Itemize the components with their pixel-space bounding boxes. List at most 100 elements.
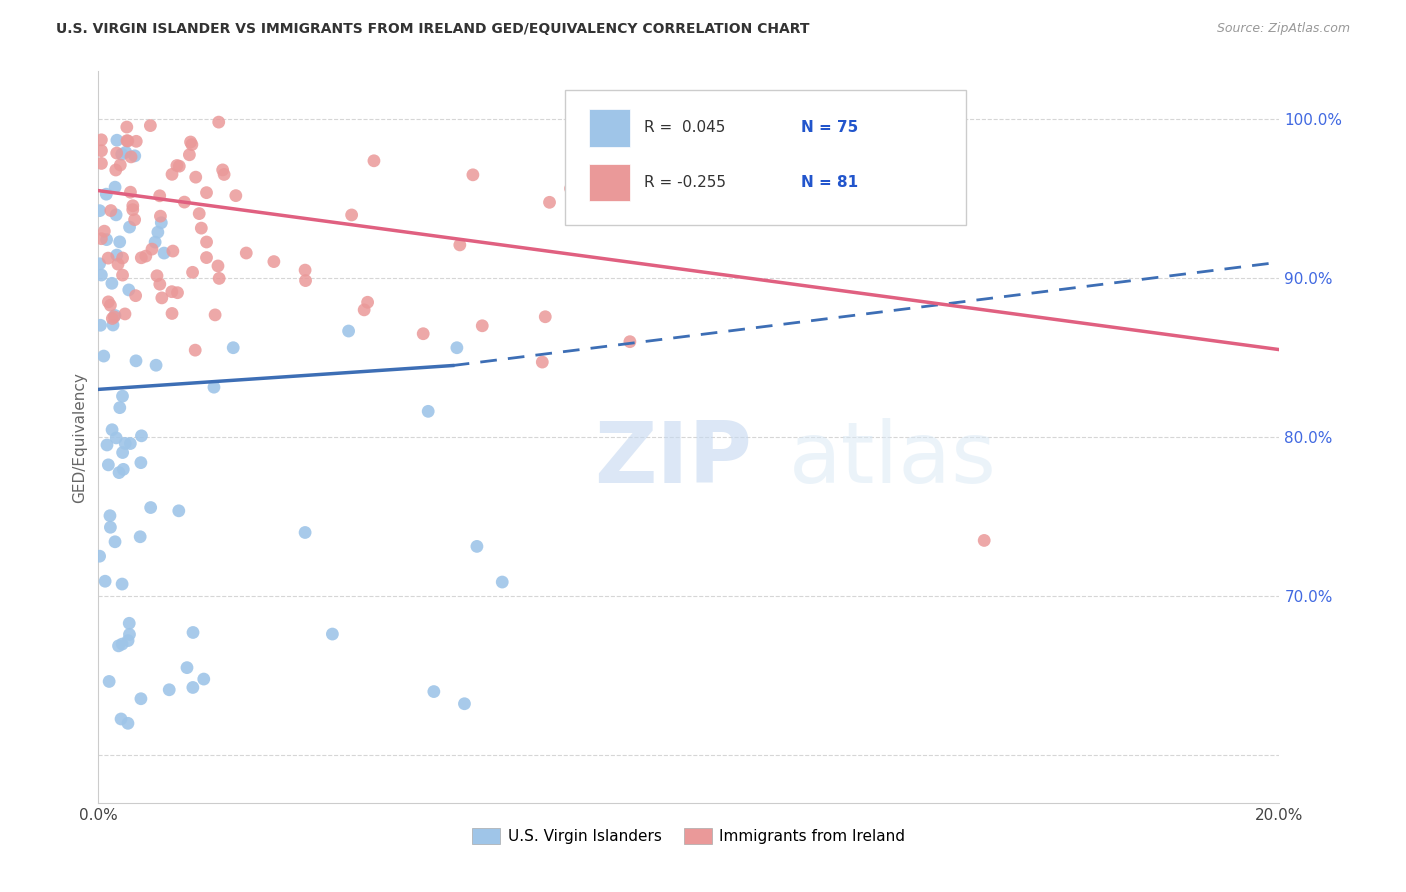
Point bbox=[181, 681, 204, 695]
Point bbox=[97, 458, 120, 472]
Text: atlas: atlas bbox=[789, 417, 997, 500]
Point bbox=[120, 185, 142, 199]
Point bbox=[149, 188, 172, 202]
Point bbox=[208, 271, 231, 285]
Point bbox=[150, 291, 173, 305]
Point bbox=[149, 209, 172, 223]
Text: N = 75: N = 75 bbox=[801, 120, 859, 136]
Point bbox=[195, 251, 218, 265]
Point bbox=[204, 308, 226, 322]
Point bbox=[560, 181, 582, 195]
Point bbox=[89, 549, 111, 564]
Point bbox=[146, 268, 169, 283]
Point bbox=[101, 277, 124, 291]
Point bbox=[111, 268, 134, 282]
Point bbox=[465, 540, 488, 554]
Point bbox=[120, 436, 142, 450]
Point bbox=[98, 674, 121, 689]
FancyBboxPatch shape bbox=[589, 109, 630, 146]
Point bbox=[90, 232, 112, 246]
Point bbox=[169, 159, 191, 173]
Point bbox=[222, 341, 245, 355]
Y-axis label: GED/Equivalency: GED/Equivalency bbox=[72, 372, 87, 502]
Point bbox=[117, 134, 139, 148]
Point bbox=[97, 294, 120, 309]
Point bbox=[108, 235, 131, 249]
Point bbox=[125, 354, 148, 368]
Point bbox=[104, 309, 127, 323]
Point bbox=[180, 135, 202, 149]
Point bbox=[118, 616, 141, 631]
Point bbox=[94, 574, 117, 589]
Point bbox=[111, 445, 134, 459]
Point bbox=[531, 355, 554, 369]
Point bbox=[160, 285, 183, 299]
Point bbox=[149, 277, 172, 292]
Point bbox=[208, 115, 231, 129]
Point bbox=[93, 349, 115, 363]
Point bbox=[121, 202, 143, 217]
Point bbox=[202, 380, 225, 394]
Point bbox=[337, 324, 360, 338]
Text: R = -0.255: R = -0.255 bbox=[644, 175, 725, 190]
Point bbox=[129, 251, 152, 265]
Point bbox=[103, 310, 125, 324]
Point bbox=[294, 525, 316, 540]
Point bbox=[118, 220, 141, 235]
Point bbox=[90, 156, 112, 170]
Point bbox=[112, 462, 135, 476]
Point bbox=[105, 208, 128, 222]
Point bbox=[263, 254, 285, 268]
Point bbox=[135, 249, 157, 263]
Point bbox=[225, 188, 247, 202]
Point bbox=[534, 310, 557, 324]
Point bbox=[98, 508, 121, 523]
Point bbox=[89, 318, 111, 333]
Point bbox=[139, 119, 162, 133]
Point bbox=[105, 133, 128, 147]
Point bbox=[157, 682, 180, 697]
Point bbox=[207, 259, 229, 273]
Point bbox=[145, 358, 167, 372]
Point bbox=[114, 436, 136, 450]
Point bbox=[471, 318, 494, 333]
Point bbox=[90, 133, 112, 147]
Text: Source: ZipAtlas.com: Source: ZipAtlas.com bbox=[1216, 22, 1350, 36]
Point bbox=[100, 520, 122, 534]
Point bbox=[111, 577, 134, 591]
Point bbox=[131, 429, 153, 443]
Point bbox=[491, 575, 513, 590]
Point bbox=[160, 306, 183, 320]
Point bbox=[101, 311, 124, 326]
Point bbox=[538, 195, 561, 210]
Point bbox=[108, 466, 131, 480]
Point bbox=[101, 423, 124, 437]
Point bbox=[118, 283, 141, 297]
Point bbox=[141, 242, 163, 256]
FancyBboxPatch shape bbox=[565, 90, 966, 225]
Point bbox=[125, 134, 148, 148]
Point bbox=[107, 639, 129, 653]
Point bbox=[340, 208, 363, 222]
Point bbox=[162, 244, 184, 258]
Point bbox=[100, 298, 122, 312]
Point bbox=[146, 225, 169, 239]
Point bbox=[89, 257, 111, 271]
Point bbox=[461, 168, 484, 182]
Point bbox=[117, 633, 139, 648]
Point bbox=[363, 153, 385, 168]
Point bbox=[212, 168, 235, 182]
Point bbox=[111, 637, 134, 651]
Text: N = 81: N = 81 bbox=[801, 175, 858, 190]
Point bbox=[167, 504, 190, 518]
Point bbox=[129, 691, 152, 706]
Point bbox=[90, 268, 112, 282]
Legend: U.S. Virgin Islanders, Immigrants from Ireland: U.S. Virgin Islanders, Immigrants from I… bbox=[467, 822, 911, 850]
Point bbox=[195, 186, 218, 200]
Point bbox=[97, 251, 120, 265]
Point bbox=[211, 162, 233, 177]
Point bbox=[129, 530, 152, 544]
Point bbox=[143, 235, 166, 249]
Point bbox=[114, 307, 136, 321]
Point bbox=[107, 257, 129, 271]
